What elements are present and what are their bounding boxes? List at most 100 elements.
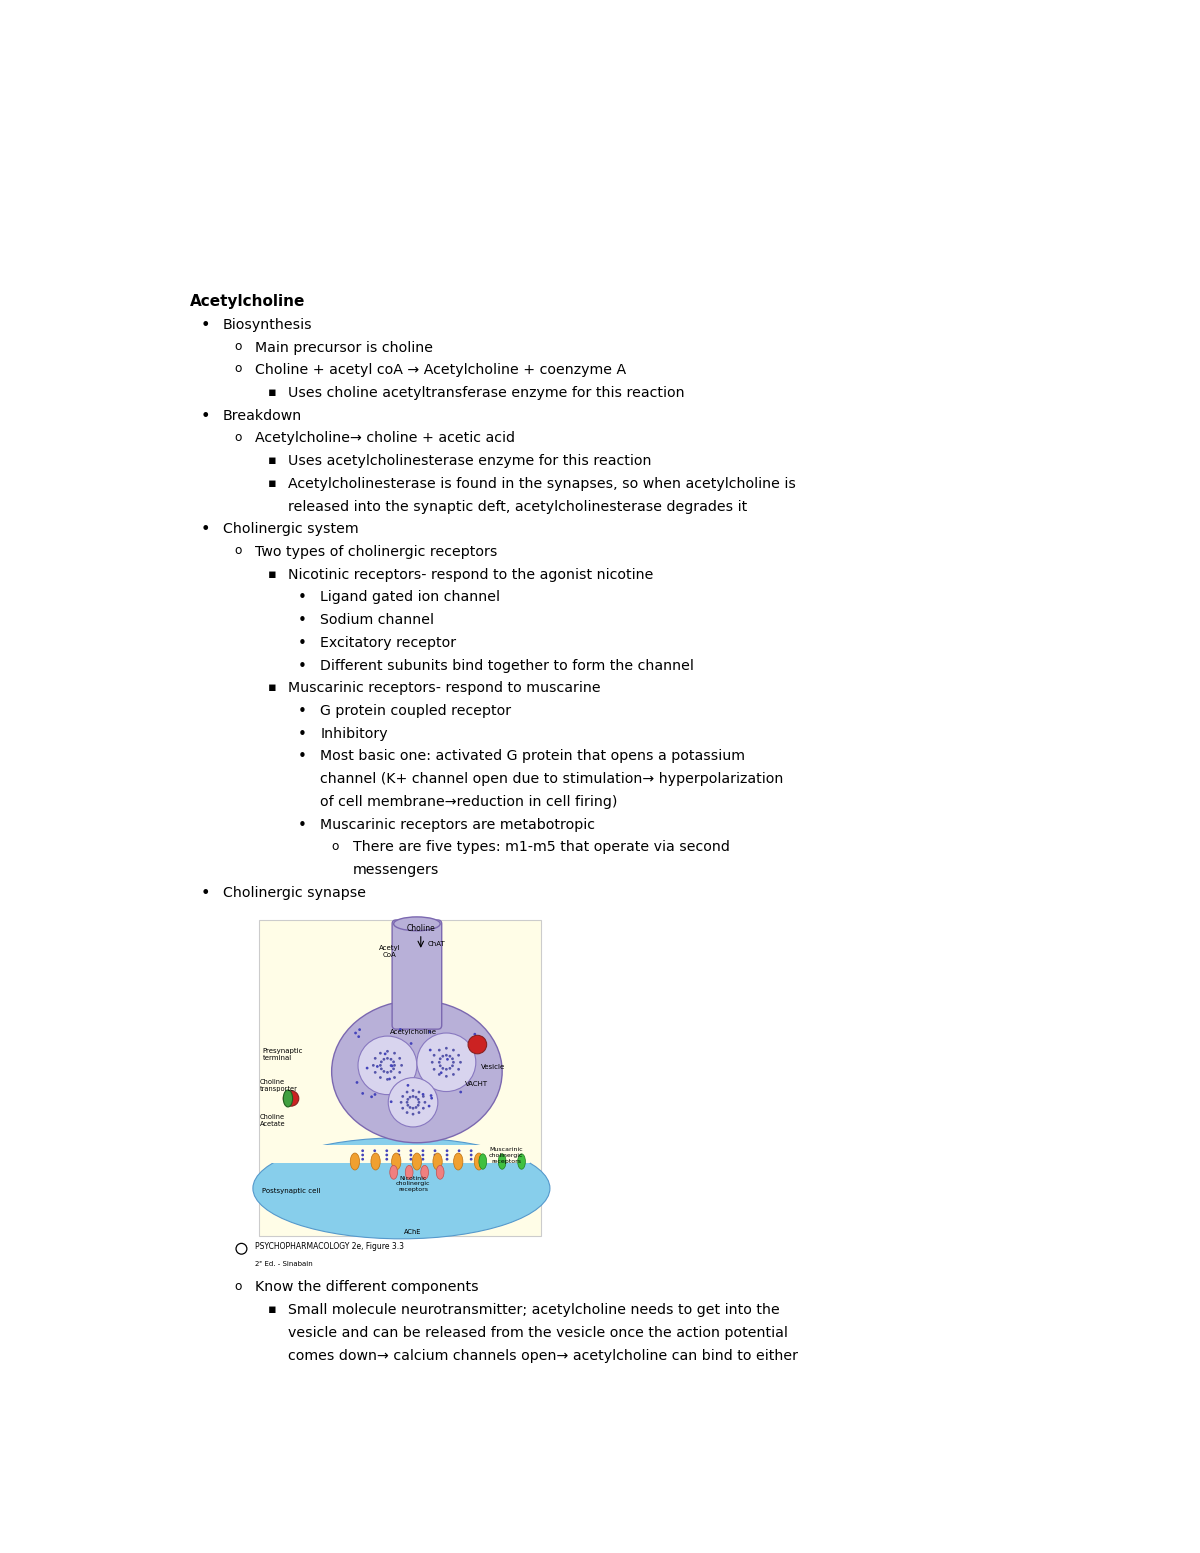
Circle shape: [457, 1159, 461, 1160]
Circle shape: [415, 1096, 418, 1098]
Text: ▪: ▪: [268, 453, 277, 467]
Circle shape: [355, 1081, 359, 1084]
Circle shape: [388, 1078, 391, 1081]
Text: Uses acetylcholinesterase enzyme for this reaction: Uses acetylcholinesterase enzyme for thi…: [288, 453, 652, 467]
Text: o: o: [234, 544, 241, 558]
Circle shape: [398, 1072, 401, 1073]
Circle shape: [412, 1089, 414, 1092]
Text: vesicle and can be released from the vesicle once the action potential: vesicle and can be released from the ves…: [288, 1326, 788, 1340]
Circle shape: [421, 1149, 425, 1152]
Ellipse shape: [394, 916, 440, 930]
Circle shape: [445, 1159, 449, 1160]
Circle shape: [397, 1149, 401, 1152]
Circle shape: [468, 1036, 487, 1054]
Circle shape: [428, 1031, 431, 1033]
Circle shape: [438, 1048, 440, 1051]
Circle shape: [438, 1061, 440, 1064]
Circle shape: [390, 1101, 392, 1103]
Circle shape: [373, 1154, 376, 1157]
Circle shape: [386, 1078, 389, 1081]
Text: of cell membrane→reduction in cell firing): of cell membrane→reduction in cell firin…: [320, 795, 618, 809]
Text: o: o: [234, 1280, 241, 1292]
Circle shape: [401, 1095, 404, 1098]
Text: o: o: [234, 340, 241, 353]
Circle shape: [460, 1090, 462, 1093]
FancyBboxPatch shape: [392, 919, 442, 1030]
Circle shape: [421, 1154, 425, 1157]
Text: Postsynaptic cell: Postsynaptic cell: [263, 1188, 320, 1194]
Text: ▪: ▪: [268, 387, 277, 399]
Text: Choline + acetyl coA → Acetylcholine + coenzyme A: Choline + acetyl coA → Acetylcholine + c…: [256, 363, 626, 377]
Circle shape: [412, 1095, 414, 1098]
Text: Cholinergic system: Cholinergic system: [223, 522, 359, 536]
Text: Acetylcholine→ choline + acetic acid: Acetylcholine→ choline + acetic acid: [256, 432, 516, 446]
Text: Presynaptic
terminal: Presynaptic terminal: [263, 1048, 302, 1061]
Text: •: •: [299, 750, 307, 764]
Circle shape: [428, 1048, 432, 1051]
Text: •: •: [200, 522, 210, 537]
Circle shape: [400, 1101, 402, 1104]
Text: •: •: [299, 817, 307, 832]
Circle shape: [386, 1050, 389, 1053]
Bar: [270, 1145, 529, 1163]
Circle shape: [385, 1149, 388, 1152]
Circle shape: [452, 1061, 455, 1064]
Circle shape: [386, 1072, 389, 1073]
Text: Choline: Choline: [407, 924, 436, 933]
Ellipse shape: [371, 1152, 380, 1169]
Circle shape: [449, 1067, 451, 1070]
Ellipse shape: [498, 1154, 506, 1169]
Circle shape: [449, 1054, 451, 1058]
Ellipse shape: [479, 1154, 487, 1169]
Circle shape: [409, 1106, 412, 1109]
Circle shape: [406, 1101, 408, 1104]
Circle shape: [457, 1068, 460, 1070]
Circle shape: [445, 1075, 448, 1078]
Circle shape: [374, 1058, 377, 1059]
Circle shape: [398, 1028, 402, 1031]
Circle shape: [380, 1067, 383, 1070]
Circle shape: [478, 1044, 480, 1045]
Circle shape: [390, 1064, 392, 1067]
Text: 2ᵉ Ed. - Sinabain: 2ᵉ Ed. - Sinabain: [256, 1261, 313, 1267]
Circle shape: [445, 1154, 449, 1157]
Circle shape: [412, 1114, 414, 1115]
Circle shape: [358, 1036, 416, 1095]
Circle shape: [407, 1104, 409, 1107]
Circle shape: [431, 1061, 433, 1064]
Circle shape: [474, 1033, 476, 1036]
Circle shape: [438, 1073, 440, 1076]
Circle shape: [424, 1101, 426, 1104]
Circle shape: [451, 1064, 454, 1067]
Text: There are five types: m1-m5 that operate via second: There are five types: m1-m5 that operate…: [353, 840, 730, 854]
Text: Acetyl
CoA: Acetyl CoA: [379, 946, 401, 958]
Text: PSYCHOPHARMACOLOGY 2e, Figure 3.3: PSYCHOPHARMACOLOGY 2e, Figure 3.3: [256, 1242, 404, 1250]
Text: Acetylcholine: Acetylcholine: [390, 1030, 437, 1036]
Circle shape: [431, 1096, 433, 1100]
Circle shape: [452, 1048, 455, 1051]
Circle shape: [445, 1068, 448, 1070]
Text: AChE: AChE: [404, 1228, 421, 1235]
Text: ▪: ▪: [268, 1303, 277, 1315]
Text: o: o: [234, 362, 241, 376]
Circle shape: [446, 1058, 449, 1061]
Text: o: o: [234, 430, 241, 444]
Text: ▪: ▪: [268, 477, 277, 489]
Ellipse shape: [421, 1165, 428, 1179]
Circle shape: [392, 1067, 395, 1070]
Circle shape: [370, 1095, 373, 1098]
Text: ▪: ▪: [268, 682, 277, 694]
Circle shape: [422, 1095, 425, 1098]
Text: Sodium channel: Sodium channel: [320, 613, 434, 627]
Text: Ligand gated ion channel: Ligand gated ion channel: [320, 590, 500, 604]
Text: released into the synaptic deft, acetylcholinesterase degrades it: released into the synaptic deft, acetylc…: [288, 500, 748, 514]
Circle shape: [394, 1076, 396, 1079]
Circle shape: [445, 1149, 449, 1152]
Circle shape: [433, 1068, 436, 1070]
Circle shape: [354, 1031, 356, 1034]
Text: Choline
transporter: Choline transporter: [260, 1079, 298, 1092]
Circle shape: [445, 1047, 448, 1050]
Circle shape: [433, 1159, 437, 1160]
Circle shape: [359, 1028, 361, 1031]
Circle shape: [389, 1078, 438, 1127]
